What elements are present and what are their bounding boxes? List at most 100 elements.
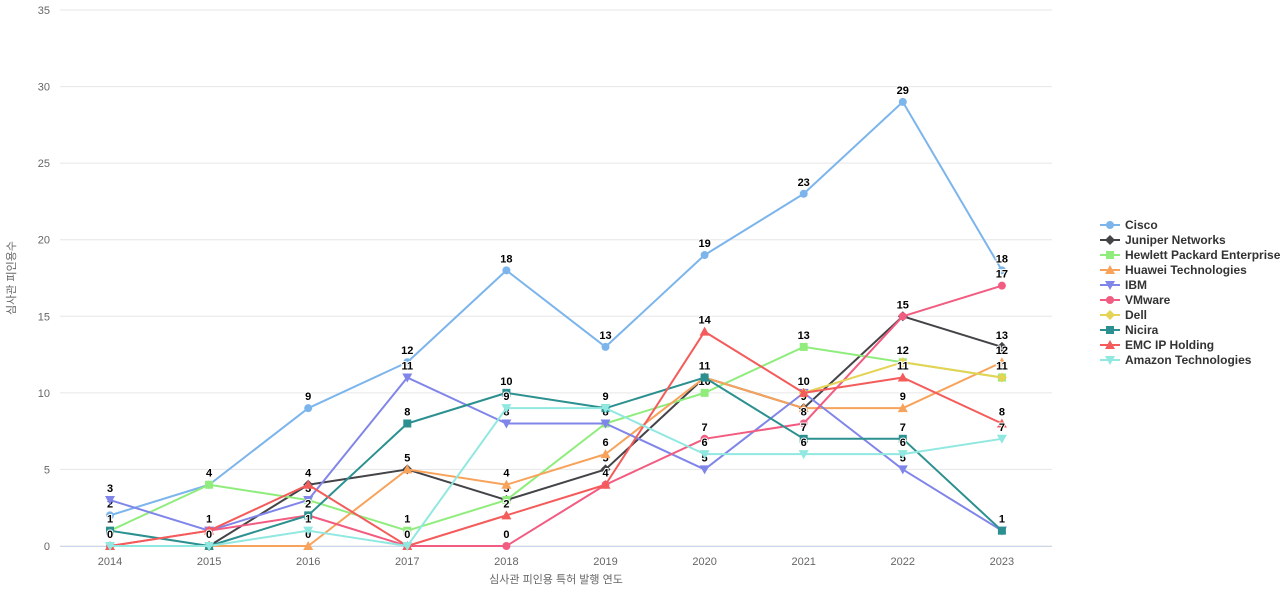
data-point-marker[interactable] — [303, 496, 314, 506]
legend-item-ibm[interactable]: IBM — [1100, 277, 1280, 292]
data-point-marker[interactable] — [799, 189, 808, 198]
legend-marker-diamond-icon — [1100, 309, 1120, 320]
data-point-marker[interactable] — [700, 388, 709, 397]
data-point-marker[interactable] — [1106, 325, 1114, 334]
data-point-marker[interactable] — [502, 388, 511, 397]
legend-item-huawei-technologies[interactable]: Huawei Technologies — [1100, 262, 1280, 277]
data-point-marker[interactable] — [403, 419, 412, 428]
data-point-marker[interactable] — [996, 434, 1007, 444]
legend-item-hewlett-packard-enterprise-[interactable]: Hewlett Packard Enterprise ... — [1100, 247, 1280, 262]
data-point-marker[interactable] — [304, 511, 313, 520]
data-point-marker[interactable] — [402, 542, 413, 551]
data-point-marker[interactable] — [700, 373, 709, 382]
y-tick-label: 20 — [38, 235, 50, 247]
data-point-marker[interactable] — [996, 357, 1007, 367]
data-point-marker[interactable] — [898, 312, 907, 321]
data-point-marker[interactable] — [403, 358, 412, 367]
data-point-marker[interactable] — [996, 341, 1007, 352]
data-point-marker[interactable] — [501, 510, 512, 520]
data-point-marker[interactable] — [601, 342, 610, 351]
data-point-marker[interactable] — [303, 526, 314, 536]
legend-item-nicira[interactable]: Nicira — [1100, 322, 1280, 337]
data-point-marker[interactable] — [898, 97, 907, 106]
data-point-marker[interactable] — [502, 542, 511, 550]
data-point-marker[interactable] — [996, 372, 1007, 383]
data-point-marker[interactable] — [1105, 234, 1115, 245]
data-point-marker[interactable] — [799, 419, 808, 428]
legend-item-emc-ip-holding[interactable]: EMC IP Holding — [1100, 337, 1280, 352]
data-point-marker[interactable] — [897, 372, 908, 382]
data-label: 4 — [305, 468, 312, 480]
data-label: 6 — [702, 437, 708, 449]
data-point-marker[interactable] — [304, 404, 313, 413]
data-label: 4 — [503, 468, 510, 480]
data-point-marker[interactable] — [1105, 264, 1115, 274]
data-point-marker[interactable] — [600, 404, 611, 414]
data-point-marker[interactable] — [700, 251, 709, 260]
data-point-marker[interactable] — [502, 496, 511, 505]
data-point-marker[interactable] — [106, 511, 114, 520]
data-point-marker[interactable] — [699, 326, 710, 336]
data-point-marker[interactable] — [501, 404, 512, 414]
data-point-marker[interactable] — [1106, 250, 1114, 259]
data-point-marker[interactable] — [501, 419, 512, 429]
data-point-marker[interactable] — [897, 403, 908, 413]
data-point-marker[interactable] — [105, 542, 115, 551]
data-point-marker[interactable] — [897, 357, 908, 368]
legend-item-vmware[interactable]: VMware — [1100, 292, 1280, 307]
data-point-marker[interactable] — [205, 480, 214, 489]
data-point-marker[interactable] — [1105, 339, 1115, 349]
data-point-marker[interactable] — [402, 464, 413, 474]
legend-item-juniper-networks[interactable]: Juniper Networks — [1100, 232, 1280, 247]
data-point-marker[interactable] — [600, 419, 611, 429]
data-point-marker[interactable] — [897, 465, 908, 475]
data-point-marker[interactable] — [897, 450, 908, 460]
data-label: 9 — [305, 391, 311, 403]
y-tick-label: 30 — [38, 82, 50, 94]
data-point-marker[interactable] — [600, 449, 611, 459]
legend-item-dell[interactable]: Dell — [1100, 307, 1280, 322]
x-tick-label: 2022 — [891, 556, 915, 568]
data-point-marker[interactable] — [106, 526, 114, 535]
data-point-marker[interactable] — [997, 281, 1006, 290]
data-label: 3 — [305, 483, 311, 495]
data-label: 19 — [698, 238, 710, 250]
data-point-marker[interactable] — [699, 465, 710, 475]
data-point-marker[interactable] — [303, 541, 314, 550]
data-point-marker[interactable] — [105, 496, 115, 506]
data-point-marker[interactable] — [997, 526, 1006, 535]
data-point-marker[interactable] — [996, 418, 1007, 428]
data-point-marker[interactable] — [799, 342, 808, 351]
series-line — [109, 284, 1003, 547]
data-point-marker[interactable] — [502, 266, 511, 275]
data-point-marker[interactable] — [1105, 280, 1115, 290]
data-point-marker[interactable] — [699, 450, 710, 460]
data-label: 0 — [206, 529, 212, 541]
data-label: 0 — [206, 529, 212, 541]
data-point-marker[interactable] — [403, 526, 412, 535]
data-point-marker[interactable] — [600, 479, 611, 489]
data-point-marker[interactable] — [501, 479, 512, 489]
data-point-marker[interactable] — [898, 434, 907, 443]
data-point-marker[interactable] — [402, 373, 413, 383]
data-point-marker[interactable] — [1105, 309, 1115, 320]
data-point-marker[interactable] — [1105, 355, 1115, 365]
legend-item-cisco[interactable]: Cisco — [1100, 217, 1280, 232]
legend-item-amazon-technologies[interactable]: Amazon Technologies — [1100, 352, 1280, 367]
data-point-marker[interactable] — [700, 434, 709, 443]
data-point-marker[interactable] — [997, 266, 1006, 275]
data-point-marker[interactable] — [798, 403, 809, 413]
data-point-marker[interactable] — [1106, 295, 1114, 304]
data-point-marker[interactable] — [600, 464, 611, 475]
data-point-marker[interactable] — [798, 387, 809, 397]
data-point-marker[interactable] — [204, 525, 215, 535]
data-point-marker[interactable] — [204, 542, 215, 551]
data-point-marker[interactable] — [798, 450, 809, 460]
data-point-marker[interactable] — [1106, 220, 1114, 229]
data-point-marker[interactable] — [799, 434, 808, 443]
data-label: 1 — [999, 514, 1005, 526]
data-point-marker[interactable] — [303, 479, 314, 489]
